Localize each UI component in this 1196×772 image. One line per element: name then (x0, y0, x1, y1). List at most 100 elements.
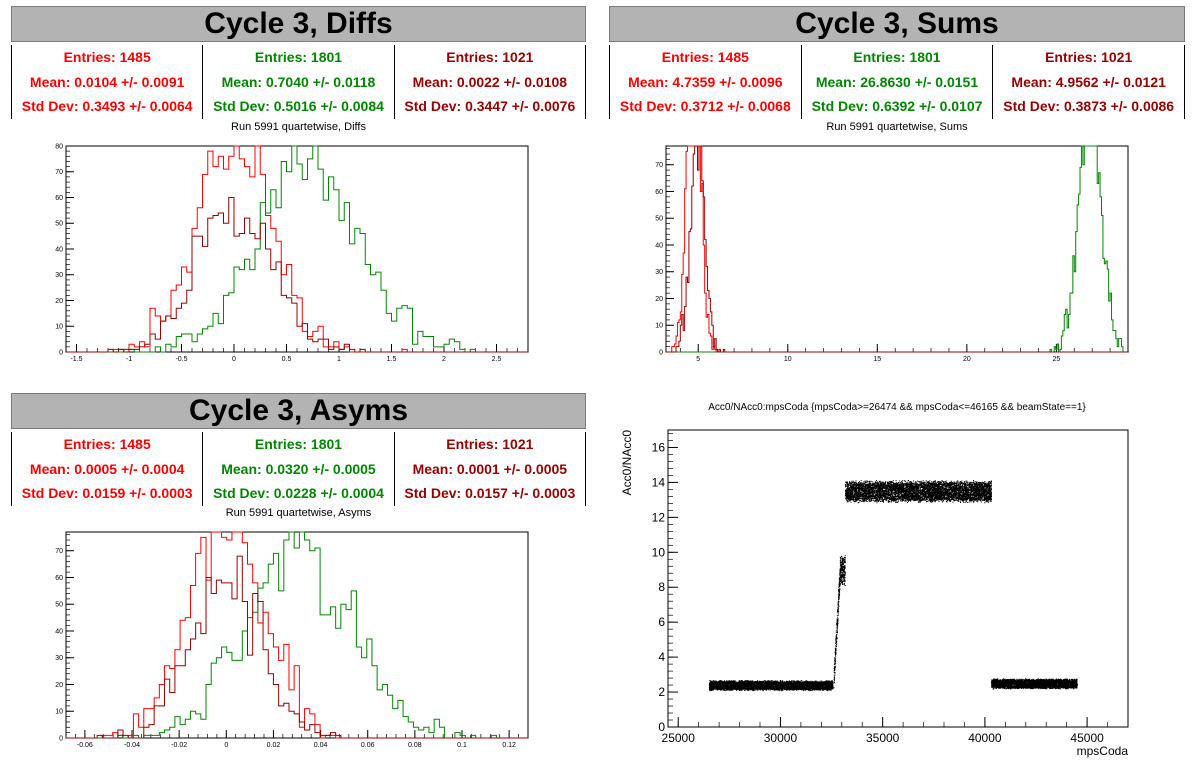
histogram-series (666, 145, 1129, 353)
x-tick-label: -1.5 (70, 356, 82, 363)
y-tick-label: 80 (55, 143, 63, 150)
y-tick-label: 50 (55, 221, 63, 228)
x-tick-label: 0 (232, 356, 236, 363)
sums-title: Cycle 3, Sums (609, 6, 1185, 42)
sums-subtitle: Run 5991 quartetwise, Sums (826, 121, 968, 133)
y-tick-label: 6 (658, 615, 665, 629)
sums-stats-darkred: Entries: 1021 Mean: 4.9562 +/- 0.0121 Std … (1003, 49, 1175, 114)
sums-stats-red: Entries: 1485 Mean: 4.7359 +/- 0.0096 Std … (610, 45, 802, 119)
y-tick-label: 60 (655, 189, 663, 196)
scatter-points (708, 480, 1078, 692)
y-tick-label: 70 (655, 162, 663, 169)
x-tick-label: -0.06 (77, 742, 93, 749)
y-tick-label: 30 (55, 655, 63, 662)
histogram-series (66, 555, 528, 739)
asyms-stats-box: Entries: 1485 Mean: 0.0005 +/- 0.0004 Std … (11, 432, 586, 506)
diffs-stats-darkred: Entries: 1021 Mean: 0.0022 +/- 0.0108 Std … (404, 49, 576, 114)
x-tick-label: 45000 (1070, 731, 1104, 745)
x-tick-label: 0.02 (267, 742, 281, 749)
y-tick-label: 30 (55, 272, 63, 279)
diffs-stats-red: Entries: 1485 Mean: 0.0104 +/- 0.0091 Std … (12, 45, 204, 119)
y-tick-label: 10 (655, 323, 663, 330)
y-tick-label: 50 (55, 602, 63, 609)
y-tick-label: 14 (652, 475, 666, 489)
y-tick-label: 4 (658, 650, 665, 664)
x-tick-label: 2 (442, 356, 446, 363)
diffs-subtitle: Run 5991 quartetwise, Diffs (231, 121, 366, 133)
diffs-title: Cycle 3, Diffs (11, 6, 586, 42)
x-tick-label: 1.5 (387, 356, 397, 363)
x-tick-label: 0.1 (457, 742, 467, 749)
asyms-stats-red: Entries: 1485 Mean: 0.0005 +/- 0.0004 Std … (12, 432, 204, 506)
y-tick-label: 10 (652, 545, 666, 559)
plot-frame (65, 531, 529, 739)
scatter-plot: 25000 30000 35000 40000 45000 0 2 4 6 8 10 12 14 16 mp… (620, 429, 1129, 758)
scatter-markers (708, 480, 1078, 692)
y-tick-label: 50 (655, 216, 663, 223)
x-tick-label: 20 (963, 356, 971, 363)
y-tick-label: 70 (55, 548, 63, 555)
y-tick-label: 0 (659, 349, 663, 356)
y-tick-label: 30 (655, 269, 663, 276)
x-tick-label: 25 (1052, 356, 1060, 363)
y-axis-label: Acc0/NAcc0 (620, 430, 634, 496)
y-tick-label: 0 (658, 720, 665, 734)
x-tick-label: -0.04 (124, 742, 140, 749)
scatter-title: Acc0/NAcc0:mpsCoda {mpsCoda>=26474 && mp… (708, 402, 1086, 413)
y-tick-label: 40 (55, 628, 63, 635)
y-tick-label: 2 (658, 685, 665, 699)
y-tick-label: 0 (59, 735, 63, 742)
x-tick-label: -0.02 (171, 742, 187, 749)
histogram-series (666, 145, 1129, 353)
asyms-histogram: -0.06 -0.04 -0.02 0 0.02 0.04 0.06 0.08 0.1 0.12 0… (55, 531, 529, 749)
x-axis-label: mpsCoda (1077, 744, 1129, 758)
x-tick-label: 5 (696, 356, 700, 363)
x-tick-label: 10 (784, 356, 792, 363)
plot-frame (665, 145, 1129, 353)
y-tick-label: 20 (655, 296, 663, 303)
diffs-histogram: -1.5 -1 -0.5 0 0.5 1 1.5 2 2.5 0 10 20 30 40 50 60 70 80 (55, 143, 529, 363)
y-tick-label: 60 (55, 575, 63, 582)
asyms-subtitle: Run 5991 quartetwise, Asyms (225, 507, 372, 519)
x-tick-label: 0.08 (408, 742, 422, 749)
x-tick-label: 15 (873, 356, 881, 363)
histogram-series (66, 197, 528, 353)
x-tick-label: 0.5 (282, 356, 292, 363)
y-tick-label: 8 (658, 580, 665, 594)
y-tick-label: 70 (55, 169, 63, 176)
histogram-series (66, 145, 528, 353)
y-tick-label: 10 (55, 709, 63, 716)
histogram-series (666, 145, 1129, 353)
x-tick-label: -0.5 (175, 356, 187, 363)
sums-stats-box: Entries: 1485 Mean: 4.7359 +/- 0.0096 Std … (609, 45, 1185, 119)
x-tick-label: 0.06 (361, 742, 375, 749)
diffs-stats-green: Entries: 1801 Mean: 0.7040 +/- 0.0118 Std … (203, 45, 395, 119)
x-tick-label: 40000 (968, 731, 1002, 745)
x-tick-label: 0 (224, 742, 228, 749)
y-tick-label: 12 (652, 510, 666, 524)
sums-histogram: 5 10 15 20 25 0 10 20 30 40 50 60 70 (655, 145, 1129, 363)
sums-stats-green: Entries: 1801 Mean: 26.8630 +/- 0.0151 Std… (802, 45, 994, 119)
y-tick-label: 40 (655, 242, 663, 249)
y-tick-label: 40 (55, 246, 63, 253)
y-tick-label: 10 (55, 324, 63, 331)
y-tick-label: 0 (59, 349, 63, 356)
x-tick-label: 1 (337, 356, 341, 363)
histogram-series (66, 531, 528, 739)
y-tick-label: 16 (652, 440, 666, 454)
x-tick-label: -1 (126, 356, 132, 363)
y-tick-label: 20 (55, 298, 63, 305)
histogram-series (66, 531, 528, 739)
asyms-stats-darkred: Entries: 1021 Mean: 0.0001 +/- 0.0005 Std … (404, 436, 576, 501)
diffs-stats-box: Entries: 1485 Mean: 0.0104 +/- 0.0091 Std … (11, 45, 586, 119)
x-tick-label: 2.5 (492, 356, 502, 363)
asyms-stats-green: Entries: 1801 Mean: 0.0320 +/- 0.0005 Std … (203, 432, 395, 506)
x-tick-label: 25000 (662, 731, 696, 745)
asyms-title: Cycle 3, Asyms (11, 393, 586, 429)
x-tick-label: 0.12 (502, 742, 516, 749)
y-tick-label: 60 (55, 195, 63, 202)
plot-frame (667, 429, 1129, 728)
y-tick-label: 20 (55, 682, 63, 689)
x-tick-label: 35000 (866, 731, 900, 745)
x-tick-label: 30000 (764, 731, 798, 745)
